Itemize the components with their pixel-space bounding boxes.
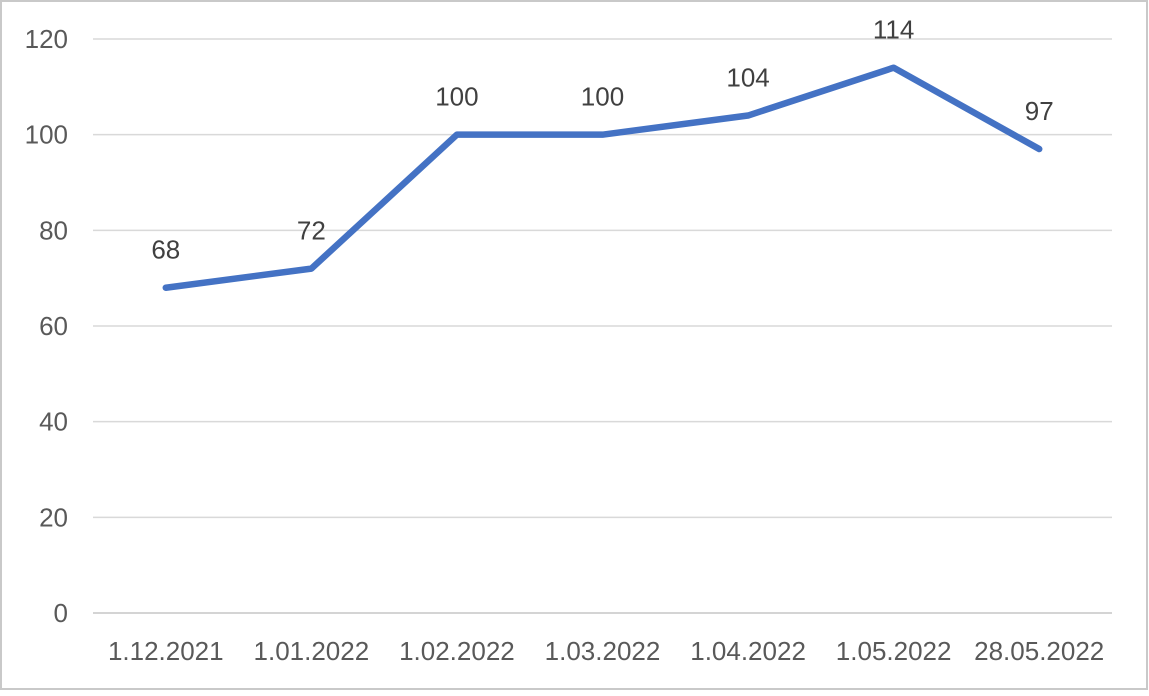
x-axis-tick-label: 1.12.2021: [108, 636, 224, 666]
x-axis-tick-label: 1.02.2022: [399, 636, 515, 666]
data-series-line: [162, 64, 1043, 291]
data-labels: 68 72 100 100 104 114 97: [151, 15, 1053, 265]
y-axis-tick-label: 60: [39, 311, 68, 341]
data-point-label: 72: [297, 216, 326, 246]
data-point-label: 100: [435, 82, 478, 112]
x-axis-tick-label: 1.03.2022: [545, 636, 661, 666]
y-axis-tick-labels: 0 20 40 60 80 100 120: [25, 24, 68, 628]
y-axis-tick-label: 80: [39, 215, 68, 245]
y-axis-tick-label: 0: [54, 598, 68, 628]
x-axis-tick-label: 28.05.2022: [974, 636, 1104, 666]
y-axis-tick-label: 40: [39, 407, 68, 437]
y-axis-tick-label: 120: [25, 24, 68, 54]
y-axis-tick-label: 20: [39, 502, 68, 532]
x-axis-tick-label: 1.05.2022: [836, 636, 952, 666]
x-axis-tick-labels: 1.12.2021 1.01.2022 1.02.2022 1.03.2022 1.04…: [108, 636, 1104, 666]
data-point-label: 100: [581, 82, 624, 112]
data-point-label: 114: [873, 15, 914, 45]
x-axis-tick-label: 1.01.2022: [254, 636, 370, 666]
x-axis-tick-label: 1.04.2022: [690, 636, 806, 666]
data-point-label: 97: [1025, 96, 1054, 126]
y-axis-tick-label: 100: [25, 120, 68, 150]
data-point-label: 68: [151, 235, 180, 265]
data-point-label: 104: [726, 63, 769, 93]
